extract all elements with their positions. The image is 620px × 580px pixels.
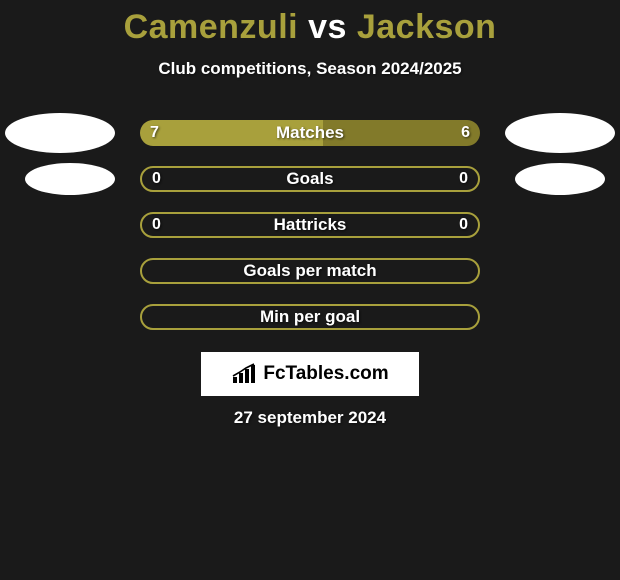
stat-bar: 76Matches bbox=[140, 120, 480, 146]
subtitle: Club competitions, Season 2024/2025 bbox=[0, 59, 620, 79]
stat-value-right: 0 bbox=[459, 216, 468, 234]
stat-bar: Min per goal bbox=[140, 304, 480, 330]
stat-value-left: 0 bbox=[152, 170, 161, 188]
infographic-root: Camenzuli vs Jackson Club competitions, … bbox=[0, 0, 620, 580]
brand-text: FcTables.com bbox=[263, 363, 388, 385]
stat-row: 0 0Goals bbox=[0, 156, 620, 202]
title: Camenzuli vs Jackson bbox=[0, 0, 620, 47]
stat-label: Goals bbox=[142, 169, 478, 189]
player-photo-left bbox=[5, 113, 115, 153]
stat-value-right: 0 bbox=[459, 170, 468, 188]
title-player1: Camenzuli bbox=[124, 8, 299, 46]
date-text: 27 september 2024 bbox=[0, 408, 620, 428]
title-vs: vs bbox=[308, 8, 347, 46]
stat-row: 0 0Hattricks bbox=[0, 202, 620, 248]
stat-row: Goals per match bbox=[0, 248, 620, 294]
stat-rows: 76Matches00Goals00HattricksGoals per mat… bbox=[0, 110, 620, 340]
brand-badge: FcTables.com bbox=[201, 352, 419, 396]
stat-bar: 0 0Hattricks bbox=[140, 212, 480, 238]
player-photo-right bbox=[515, 163, 605, 195]
stat-bar: Goals per match bbox=[140, 258, 480, 284]
stat-label: Hattricks bbox=[142, 215, 478, 235]
player-photo-left bbox=[25, 163, 115, 195]
stat-bar: 0 0Goals bbox=[140, 166, 480, 192]
stat-bar-left bbox=[140, 120, 323, 146]
brand-logo-icon bbox=[231, 363, 257, 385]
stat-label: Min per goal bbox=[142, 307, 478, 327]
stat-row: Min per goal bbox=[0, 294, 620, 340]
stat-bar-right bbox=[323, 120, 480, 146]
stat-value-left: 0 bbox=[152, 216, 161, 234]
player-photo-right bbox=[505, 113, 615, 153]
title-player2: Jackson bbox=[357, 8, 497, 46]
stat-row: 76Matches bbox=[0, 110, 620, 156]
stat-label: Goals per match bbox=[142, 261, 478, 281]
